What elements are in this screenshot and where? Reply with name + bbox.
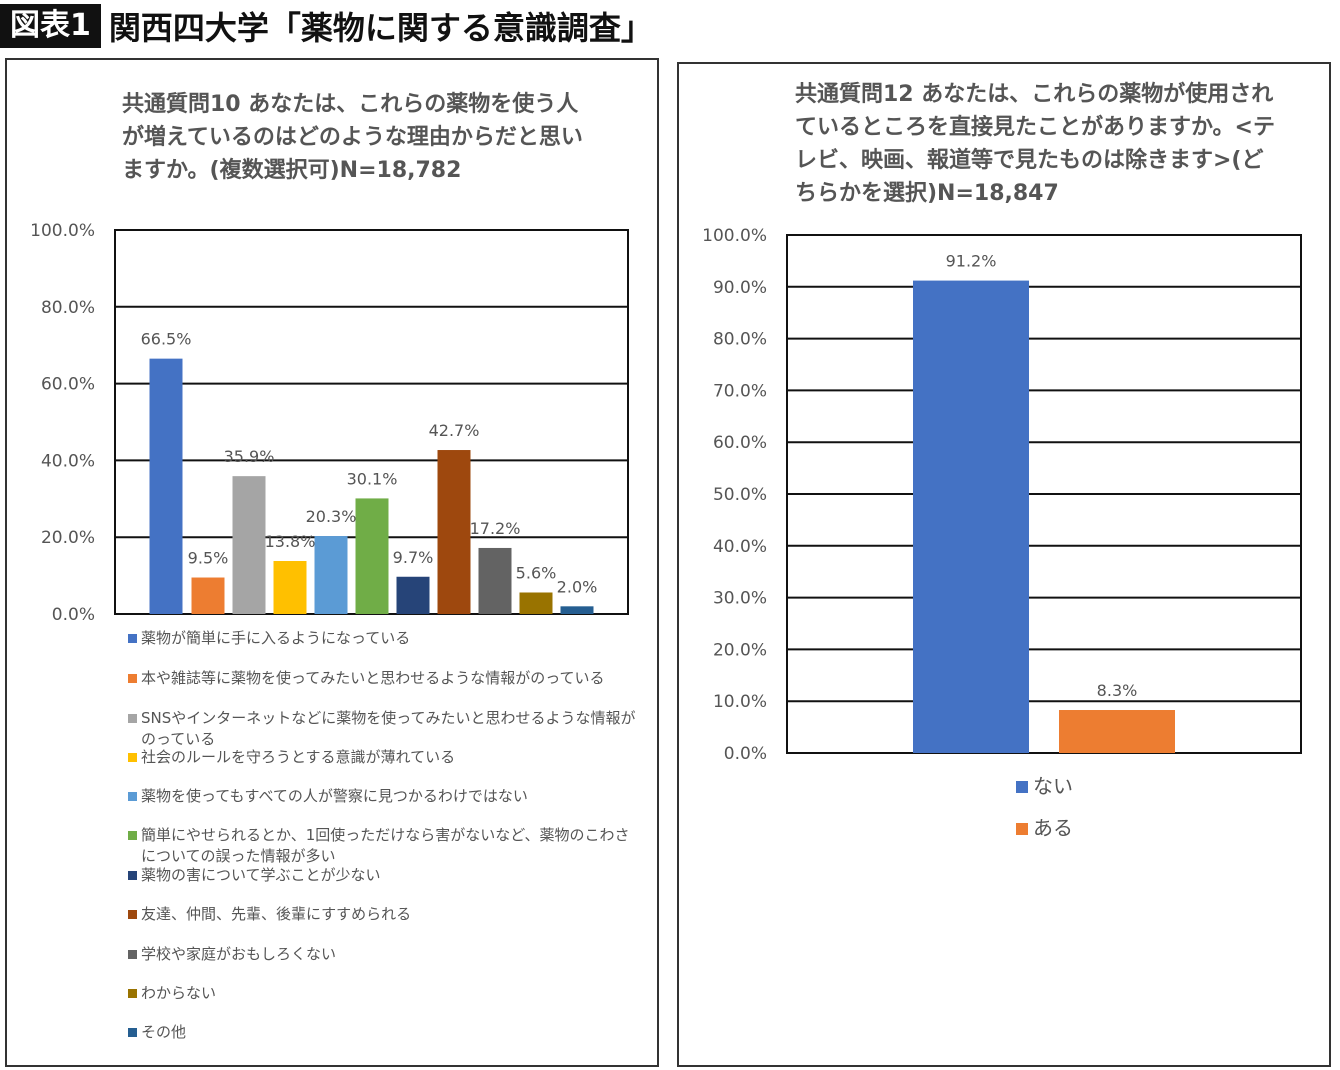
y-tick-label: 40.0% — [713, 537, 767, 557]
left-chart-title: 共通質問10 あなたは、これらの薬物を使う人 が増えているのはどのような理由から… — [122, 88, 583, 187]
figure-title: 関西四大学「薬物に関する意識調査」 — [108, 9, 653, 47]
legend-label: ない — [1033, 774, 1073, 798]
title-line: ますか。(複数選択可)N=18,782 — [122, 158, 462, 183]
bar — [149, 358, 183, 614]
legend-label: 簡単にやせられるとか、1回使っただけなら害がないなど、薬物のこわさについての誤っ… — [141, 826, 630, 865]
y-tick-label: 100.0% — [30, 221, 95, 241]
data-label: 42.7% — [429, 421, 480, 440]
legend-item: 友達、仲間、先輩、後輩にすすめられる — [128, 904, 411, 925]
data-label: 91.2% — [946, 252, 997, 271]
legend-item: 学校や家庭がおもしろくない — [128, 944, 336, 965]
legend-item: 社会のルールを守ろうとする意識が薄れている — [128, 747, 455, 768]
legend-item: ある — [1016, 812, 1073, 841]
bar — [273, 561, 307, 614]
y-tick-label: 60.0% — [713, 433, 767, 453]
legend-swatch — [128, 989, 137, 998]
legend-label: その他 — [141, 1023, 187, 1041]
data-label: 8.3% — [1097, 681, 1138, 700]
title-line: 共通質問10 あなたは、これらの薬物を使う人 — [122, 92, 579, 117]
legend-label: SNSやインターネットなどに薬物を使ってみたいと思わせるような情報がのっている — [141, 709, 636, 748]
figure-badge: 図表1 — [0, 4, 101, 48]
legend-swatch — [1016, 781, 1028, 793]
y-tick-label: 50.0% — [713, 485, 767, 505]
legend-label: 薬物が簡単に手に入るようになっている — [141, 629, 411, 647]
title-line: が増えているのはどのような理由からだと思い — [122, 125, 583, 150]
data-label: 9.7% — [393, 548, 434, 567]
legend-label: 薬物の害について学ぶことが少ない — [141, 866, 381, 884]
data-label: 2.0% — [557, 577, 598, 596]
bar — [232, 476, 266, 614]
legend-swatch — [128, 634, 137, 643]
data-label: 5.6% — [516, 563, 557, 582]
right-chart-title: 共通質問12 あなたは、これらの薬物が使用されているところを直接見たことがありま… — [795, 82, 1275, 206]
legend-label: 学校や家庭がおもしろくない — [141, 945, 337, 963]
legend-swatch — [128, 1028, 137, 1037]
data-label: 66.5% — [141, 330, 192, 349]
legend-item: 薬物が簡単に手に入るようになっている — [128, 628, 410, 649]
legend-swatch — [128, 910, 137, 919]
legend-swatch — [128, 950, 137, 959]
legend-item: その他 — [128, 1022, 186, 1043]
legend-swatch — [128, 831, 137, 840]
bar — [396, 576, 430, 614]
legend-swatch — [128, 792, 137, 801]
bar — [191, 577, 225, 614]
legend-item: 本や雑誌等に薬物を使ってみたいと思わせるような情報がのっている — [128, 668, 605, 689]
legend-swatch — [128, 714, 137, 723]
bar — [478, 547, 512, 614]
data-label: 20.3% — [306, 507, 357, 526]
y-tick-label: 40.0% — [41, 451, 95, 471]
bar — [355, 498, 389, 614]
legend-item: 薬物の害について学ぶことが少ない — [128, 865, 381, 886]
legend-item: わからない — [128, 983, 216, 1004]
y-tick-label: 10.0% — [713, 692, 767, 712]
legend-label: 薬物を使ってもすべての人が警察に見つかるわけではない — [141, 787, 528, 805]
y-tick-label: 20.0% — [713, 640, 767, 660]
legend-swatch — [128, 674, 137, 683]
bar — [1059, 710, 1175, 753]
y-tick-label: 100.0% — [702, 226, 767, 246]
legend-label: わからない — [141, 984, 217, 1002]
y-tick-label: 20.0% — [41, 528, 95, 548]
right-chart-panel — [677, 62, 1331, 1067]
legend-item: ない — [1016, 770, 1073, 799]
y-tick-label: 0.0% — [724, 744, 767, 764]
legend-label: 本や雑誌等に薬物を使ってみたいと思わせるような情報がのっている — [141, 669, 605, 687]
legend-label: 社会のルールを守ろうとする意識が薄れている — [141, 748, 456, 766]
y-tick-label: 70.0% — [713, 381, 767, 401]
bar — [519, 592, 553, 614]
data-label: 35.9% — [224, 447, 275, 466]
y-tick-label: 30.0% — [713, 589, 767, 609]
bar — [913, 280, 1029, 753]
legend-swatch — [1016, 823, 1028, 835]
plot-area — [786, 234, 1302, 754]
bar — [437, 450, 471, 614]
legend-item: 薬物を使ってもすべての人が警察に見つかるわけではない — [128, 786, 528, 807]
y-tick-label: 60.0% — [41, 375, 95, 395]
bar — [560, 606, 594, 614]
legend-item: 簡単にやせられるとか、1回使っただけなら害がないなど、薬物のこわさについての誤っ… — [128, 825, 638, 867]
legend-label: ある — [1033, 816, 1073, 840]
left-chart-panel — [5, 58, 659, 1067]
legend-item: SNSやインターネットなどに薬物を使ってみたいと思わせるような情報がのっている — [128, 708, 638, 750]
bar — [314, 536, 348, 614]
figure-header: 図表1 関西四大学「薬物に関する意識調査」 — [0, 4, 653, 48]
data-label: 9.5% — [188, 549, 229, 568]
legend-swatch — [128, 753, 137, 762]
legend-swatch — [128, 871, 137, 880]
data-label: 30.1% — [347, 469, 398, 488]
legend-label: 友達、仲間、先輩、後輩にすすめられる — [141, 905, 412, 923]
y-tick-label: 0.0% — [52, 605, 95, 625]
data-label: 13.8% — [265, 532, 316, 551]
y-tick-label: 80.0% — [713, 330, 767, 350]
y-tick-label: 80.0% — [41, 298, 95, 318]
y-tick-label: 90.0% — [713, 278, 767, 298]
data-label: 17.2% — [470, 519, 521, 538]
